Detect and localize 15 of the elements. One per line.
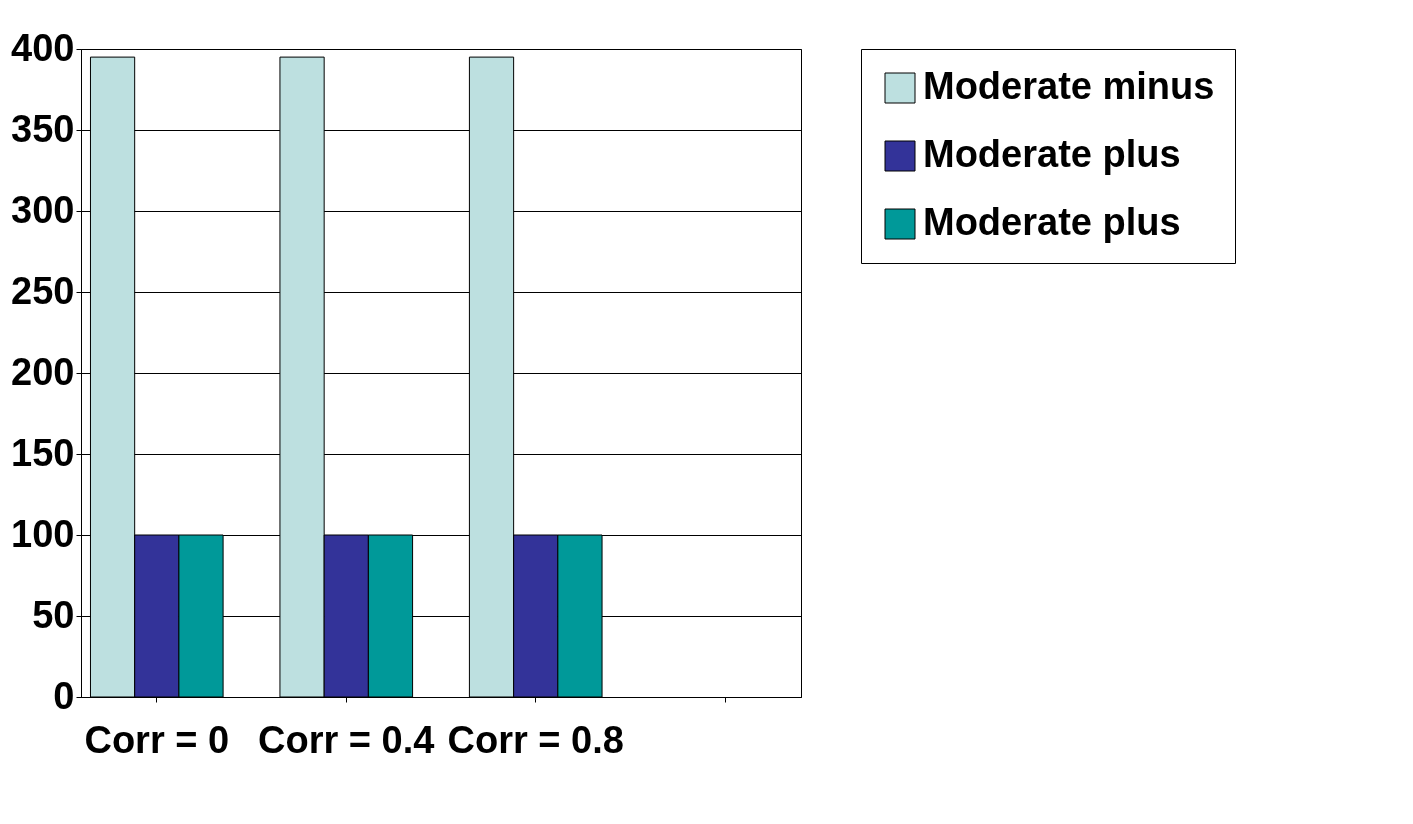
- y-tick-label: 100: [11, 512, 75, 555]
- y-tick-label: 0: [53, 674, 75, 717]
- x-tick-label: Corr = 0.4: [258, 718, 435, 761]
- legend-label: Moderate minus: [923, 65, 1215, 107]
- legend-label: Moderate plus: [923, 133, 1181, 175]
- y-tick-label: 50: [32, 593, 75, 636]
- y-tick-label: 150: [11, 431, 75, 474]
- y-tick-label: 400: [11, 26, 75, 69]
- y-tick-label: 300: [11, 188, 75, 231]
- y-tick-label: 200: [11, 350, 75, 393]
- x-tick-label: Corr = 0.8: [447, 718, 624, 761]
- legend-label: Moderate plus: [923, 201, 1181, 243]
- y-tick-label: 350: [11, 107, 75, 150]
- x-tick-label: Corr = 0: [84, 718, 230, 761]
- y-tick-label: 250: [11, 269, 75, 312]
